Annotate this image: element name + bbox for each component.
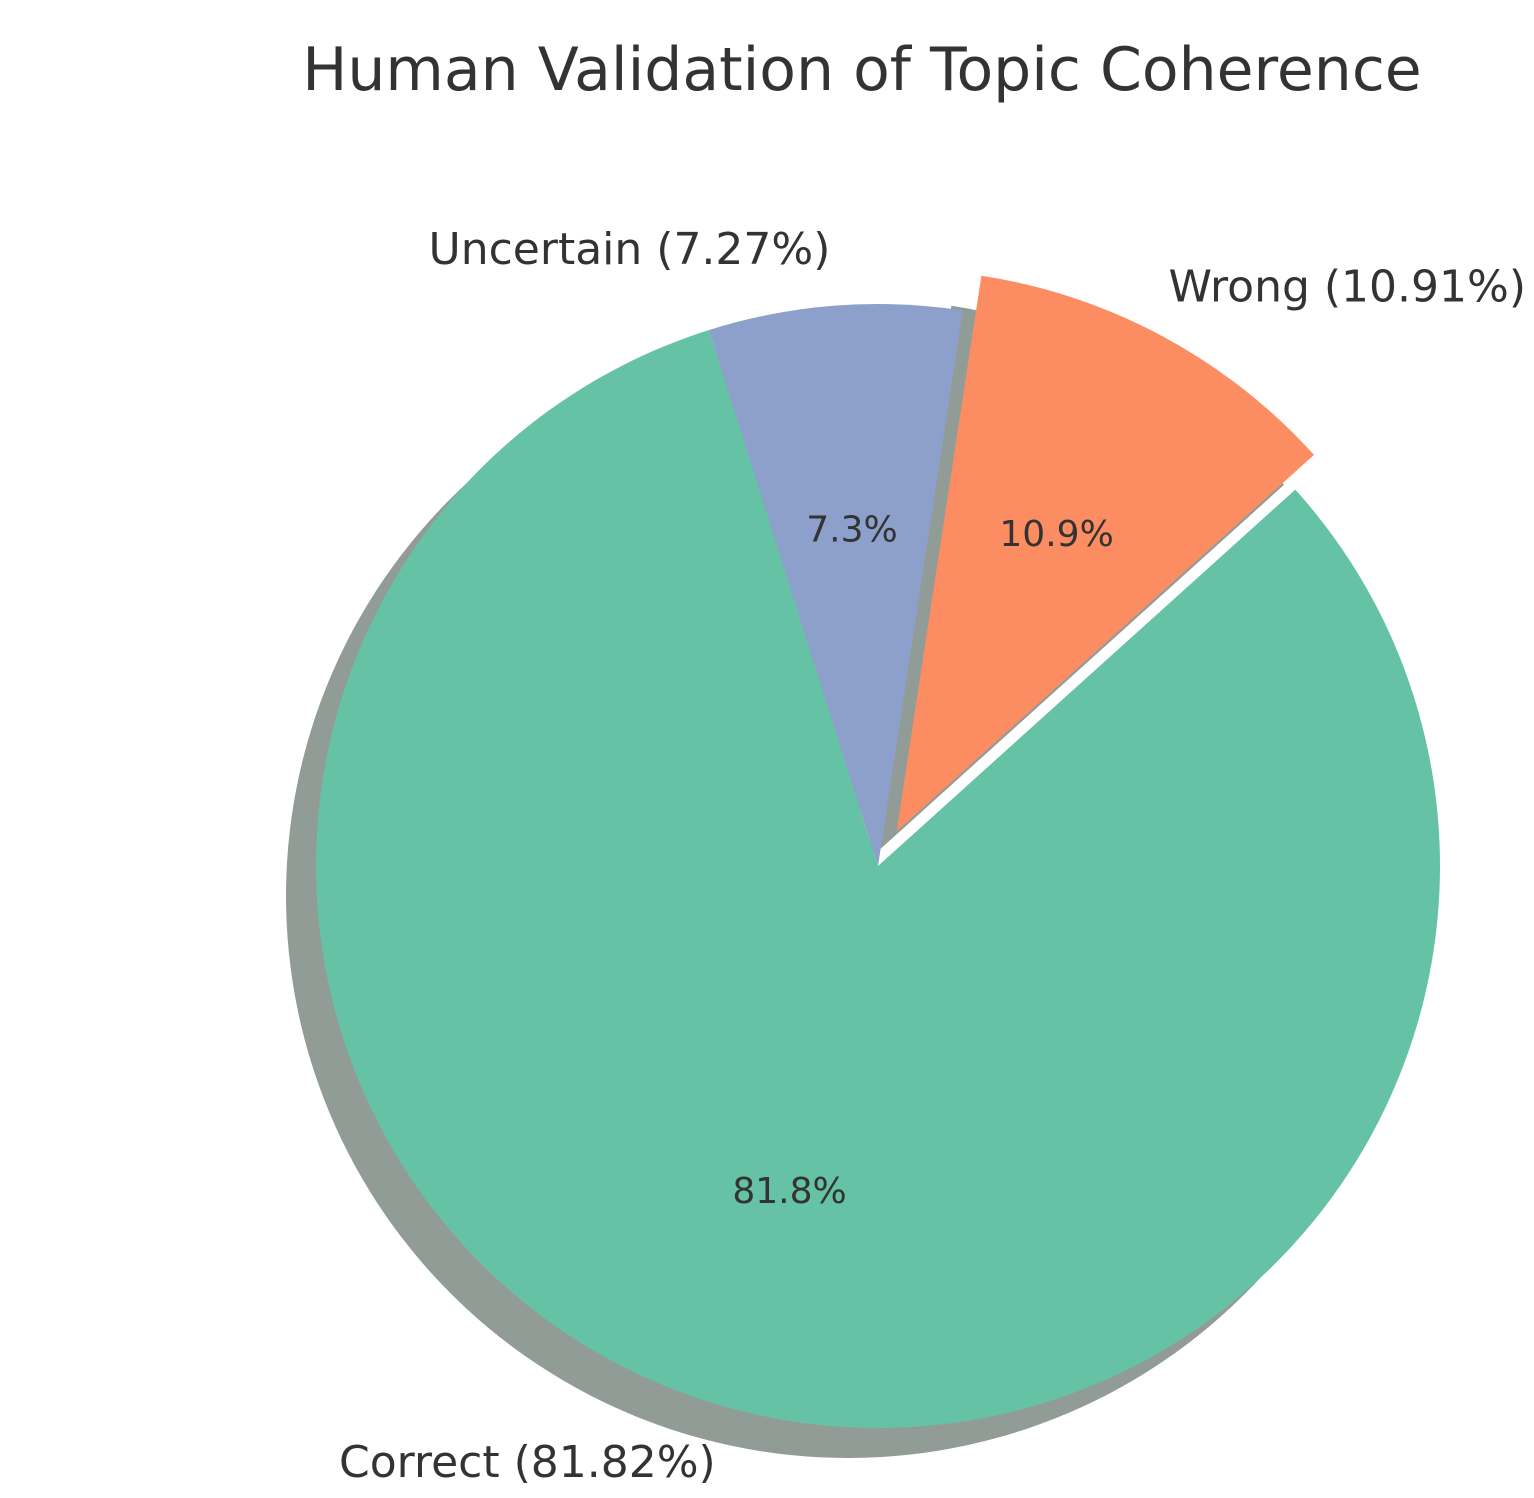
chart-title: Human Validation of Topic Coherence bbox=[302, 35, 1421, 105]
pct-label-correct: 81.8% bbox=[732, 1171, 846, 1212]
slice-label-uncertain: Uncertain (7.27%) bbox=[429, 224, 831, 275]
pie-outer-labels: Correct (81.82%) Wrong (10.91%) Uncertain … bbox=[339, 224, 1526, 1488]
slice-label-correct: Correct (81.82%) bbox=[339, 1437, 716, 1488]
slice-uncertain bbox=[709, 303, 963, 866]
pie-slices bbox=[316, 275, 1441, 1428]
pie-percent-labels: 81.8% 10.9% 7.3% bbox=[732, 509, 1113, 1212]
slice-label-wrong: Wrong (10.91%) bbox=[1169, 262, 1526, 313]
slice-correct bbox=[316, 330, 1441, 1428]
slice-wrong bbox=[896, 275, 1314, 832]
pct-label-wrong: 10.9% bbox=[999, 514, 1113, 555]
pct-label-uncertain: 7.3% bbox=[806, 509, 897, 550]
